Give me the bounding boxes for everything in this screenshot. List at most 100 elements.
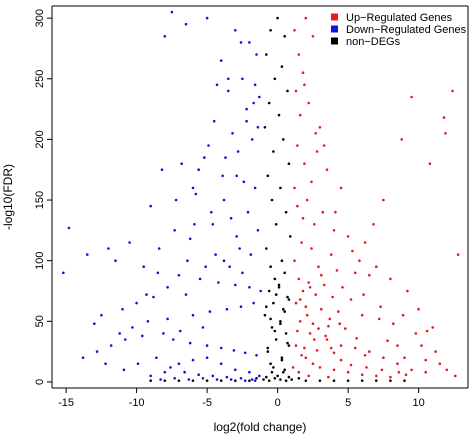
data-point: [239, 41, 243, 44]
data-point: [270, 198, 274, 202]
data-point: [372, 223, 375, 226]
data-point: [191, 358, 195, 362]
data-point: [358, 259, 361, 263]
data-point: [155, 356, 158, 360]
data-point: [173, 229, 176, 232]
data-point: [219, 362, 223, 366]
data-point: [184, 22, 188, 26]
data-point: [242, 180, 246, 184]
data-point: [191, 186, 195, 190]
data-point: [205, 344, 209, 347]
data-point: [344, 327, 347, 330]
data-point: [310, 247, 313, 250]
data-point: [172, 338, 175, 341]
data-point: [282, 138, 285, 141]
data-point: [317, 265, 320, 269]
data-point: [277, 286, 281, 289]
data-point: [177, 362, 181, 366]
data-point: [234, 283, 237, 287]
data-point: [300, 241, 303, 244]
data-point: [406, 289, 409, 293]
data-point: [400, 138, 404, 141]
data-point: [355, 337, 358, 340]
data-point: [217, 281, 220, 284]
data-point: [149, 204, 152, 208]
data-point: [414, 332, 418, 335]
data-point: [235, 174, 238, 178]
data-point: [382, 198, 385, 202]
data-point: [403, 379, 406, 383]
data-point: [339, 186, 343, 190]
data-point: [145, 293, 148, 296]
data-point: [263, 313, 267, 317]
data-point: [322, 144, 326, 147]
data-point: [245, 107, 248, 111]
data-point: [283, 35, 287, 38]
data-point: [248, 286, 251, 289]
data-point: [141, 334, 144, 338]
data-point: [248, 370, 251, 374]
data-point: [169, 366, 172, 369]
data-point: [294, 89, 298, 93]
data-point: [397, 370, 401, 374]
x-axis-label: log2(fold change): [214, 420, 307, 434]
data-point: [287, 162, 291, 165]
data-point: [255, 53, 258, 56]
data-point: [162, 332, 165, 335]
data-point: [424, 358, 428, 362]
data-point: [287, 344, 291, 347]
data-point: [210, 210, 213, 214]
data-point: [293, 186, 296, 190]
data-point: [212, 119, 216, 123]
data-point: [445, 368, 449, 372]
data-point: [266, 350, 270, 353]
data-point: [235, 235, 238, 238]
data-point: [243, 379, 247, 383]
data-point: [86, 253, 89, 256]
data-point: [301, 289, 305, 293]
data-point: [338, 322, 342, 326]
data-point: [234, 29, 237, 32]
data-point: [174, 198, 178, 202]
data-point: [255, 377, 258, 380]
x-tick-label: -15: [58, 397, 74, 409]
data-point: [107, 247, 110, 250]
data-point: [297, 53, 301, 56]
data-point: [122, 368, 126, 372]
data-point: [424, 370, 428, 374]
data-point: [379, 305, 382, 309]
data-point: [259, 289, 263, 293]
data-point: [149, 374, 152, 378]
x-tick-label: 5: [345, 397, 351, 409]
data-point: [293, 259, 296, 263]
data-point: [305, 198, 309, 202]
data-point: [188, 341, 192, 345]
data-point: [327, 375, 330, 379]
data-point: [277, 283, 281, 287]
data-point: [417, 307, 420, 311]
y-tick-label: 50: [34, 315, 46, 327]
y-tick-label: 300: [34, 9, 46, 27]
data-point: [243, 351, 247, 355]
data-point: [303, 346, 306, 350]
data-point: [163, 370, 167, 374]
data-point: [203, 156, 206, 159]
data-point: [197, 168, 200, 171]
data-point: [265, 53, 268, 56]
data-point: [289, 235, 292, 238]
x-tick-label: 10: [413, 397, 425, 409]
data-point: [375, 379, 378, 383]
data-point: [310, 180, 313, 184]
data-point: [177, 273, 181, 277]
data-point: [287, 375, 291, 379]
data-point: [109, 344, 113, 347]
data-point: [360, 373, 364, 377]
data-point: [339, 358, 343, 362]
legend-entry: non−DEGs: [346, 36, 401, 48]
data-point: [375, 265, 378, 269]
data-point: [274, 338, 278, 341]
data-point: [346, 379, 350, 383]
data-point: [328, 317, 332, 321]
data-point: [280, 65, 284, 68]
